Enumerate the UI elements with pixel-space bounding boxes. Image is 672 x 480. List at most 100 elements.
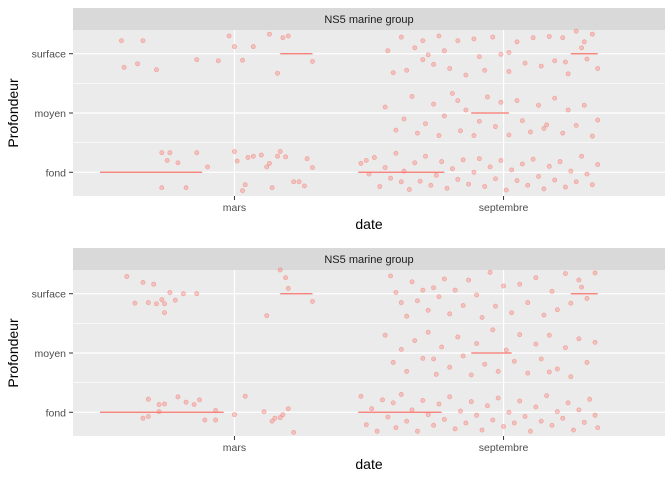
data-point	[482, 67, 488, 73]
data-point	[371, 155, 377, 160]
data-point	[409, 93, 415, 99]
data-point	[471, 169, 477, 175]
data-point	[560, 35, 566, 41]
data-point	[277, 415, 283, 421]
data-point	[519, 161, 525, 167]
data-point	[528, 428, 533, 434]
data-point	[431, 356, 437, 362]
data-point	[592, 270, 598, 276]
data-point	[466, 277, 472, 283]
data-point	[581, 39, 587, 45]
data-point	[452, 287, 458, 293]
data-point	[581, 102, 587, 108]
data-point	[498, 157, 504, 163]
data-point	[363, 157, 369, 163]
data-point	[460, 353, 466, 359]
data-point	[398, 300, 404, 306]
data-point	[589, 31, 595, 37]
data-point	[490, 327, 496, 333]
data-point	[573, 122, 579, 128]
data-point	[487, 164, 493, 170]
data-point	[358, 393, 364, 399]
data-point	[474, 292, 480, 298]
data-points	[118, 28, 601, 194]
data-point	[530, 156, 536, 162]
data-point	[162, 301, 167, 307]
data-point	[393, 425, 399, 431]
y-tick-label-fond: fond	[46, 167, 67, 179]
data-point	[474, 341, 480, 346]
data-point	[592, 339, 598, 345]
data-point	[584, 360, 590, 365]
data-point	[517, 398, 523, 404]
data-point	[420, 38, 426, 44]
data-point	[587, 396, 593, 402]
data-point	[145, 396, 151, 402]
data-point	[145, 300, 151, 306]
data-point	[482, 184, 488, 189]
facet-strip-background	[73, 8, 665, 30]
data-point	[503, 187, 509, 193]
data-point	[423, 153, 428, 159]
data-point	[291, 429, 297, 435]
data-point	[423, 121, 428, 127]
data-point	[258, 152, 264, 158]
x-axis-title: date	[355, 216, 382, 232]
data-point	[151, 281, 157, 287]
data-point	[412, 160, 418, 166]
data-point	[135, 61, 141, 67]
data-point	[436, 294, 442, 300]
data-point	[269, 418, 275, 424]
data-point	[385, 48, 391, 54]
data-point	[468, 372, 474, 378]
x-axis-ticks: mars septembre	[223, 196, 529, 214]
data-point	[417, 178, 423, 184]
data-point	[576, 407, 582, 413]
data-point	[541, 125, 547, 131]
data-point	[495, 368, 501, 374]
data-point	[576, 336, 582, 342]
data-point	[194, 150, 200, 156]
data-point	[433, 172, 439, 178]
y-tick-label-moyen: moyen	[34, 348, 66, 360]
data-point	[536, 102, 541, 108]
data-point	[390, 400, 396, 406]
data-point	[584, 296, 590, 301]
data-point	[498, 51, 504, 57]
data-point	[374, 428, 380, 434]
data-point	[544, 122, 550, 128]
data-point	[183, 185, 189, 191]
data-point	[541, 312, 547, 318]
data-point	[414, 298, 420, 304]
data-point	[226, 33, 232, 39]
data-point	[264, 164, 270, 170]
data-point	[568, 374, 574, 380]
y-tick-label-surface: surface	[32, 49, 67, 61]
data-point	[398, 392, 404, 397]
data-point	[404, 67, 410, 73]
data-point	[482, 361, 488, 367]
data-point	[283, 275, 289, 281]
data-point	[501, 424, 506, 429]
data-point	[304, 156, 310, 162]
x-tick-label-septembre: septembre	[479, 202, 529, 214]
data-point	[595, 117, 601, 123]
data-point	[479, 314, 485, 320]
data-point	[428, 182, 434, 188]
data-point	[140, 38, 146, 44]
data-point	[568, 300, 574, 306]
data-point	[525, 370, 531, 376]
data-point	[162, 401, 167, 407]
data-point	[232, 149, 237, 154]
data-point	[493, 124, 498, 130]
data-point	[436, 133, 442, 138]
data-point	[301, 183, 307, 189]
data-point	[474, 412, 480, 418]
data-point	[463, 420, 469, 426]
data-point	[409, 279, 415, 285]
data-point	[525, 182, 531, 188]
data-point	[369, 406, 375, 412]
data-point	[159, 150, 165, 156]
data-point	[431, 422, 437, 428]
data-point	[447, 394, 453, 400]
